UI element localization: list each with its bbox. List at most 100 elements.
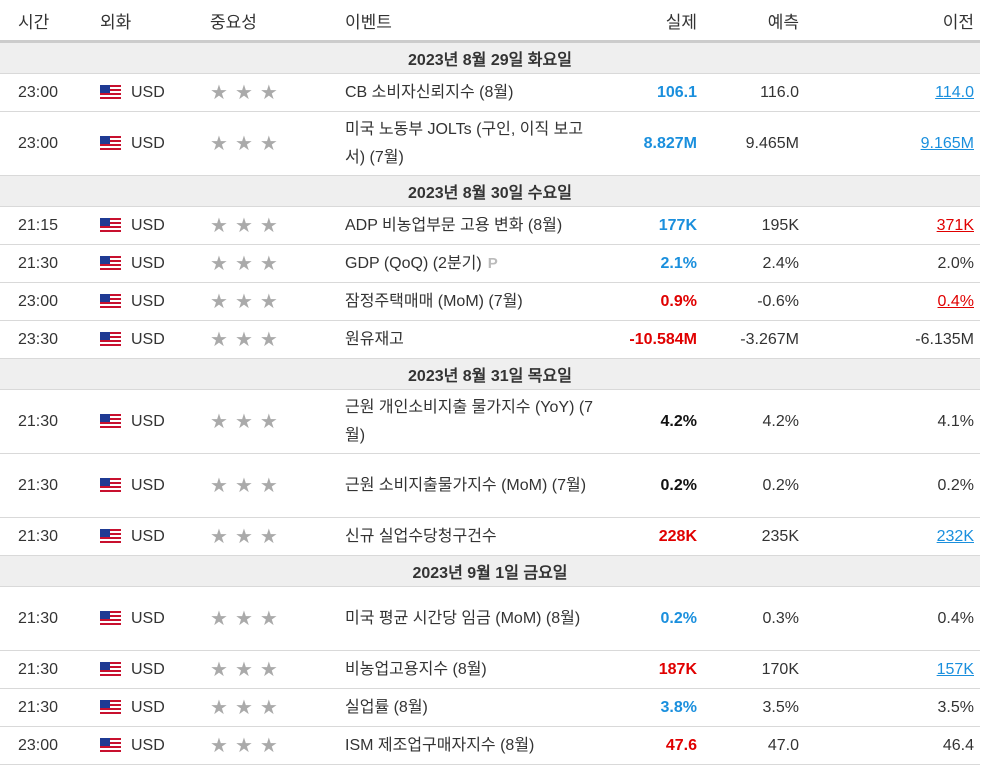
event-previous[interactable]: 232K	[936, 527, 974, 545]
header-time: 시간	[0, 0, 100, 43]
event-currency: USD	[131, 292, 165, 310]
us-flag-icon	[100, 135, 121, 150]
event-name-cell[interactable]: GDP (QoQ) (2분기) P	[333, 244, 613, 283]
importance-star-icon: ★	[259, 608, 285, 630]
importance-star-icon: ★	[210, 291, 235, 313]
event-name-cell[interactable]: 잠정주택매매 (MoM) (7월)	[333, 282, 613, 321]
event-row[interactable]: 23:00 USD ★★★ ISM 제조업구매자지수 (8월) 47.6 47.0 46.4	[0, 726, 980, 765]
event-row[interactable]: 21:30 USD ★★★ 실업률 (8월) 3.8% 3.5% 3.5%	[0, 688, 980, 727]
event-name[interactable]: CB 소비자신뢰지수 (8월)	[345, 83, 514, 101]
event-row[interactable]: 21:30 USD ★★★ GDP (QoQ) (2분기) P 2.1% 2.4% 2.0%	[0, 244, 980, 283]
event-currency-cell: USD	[100, 389, 198, 454]
event-name-cell[interactable]: 미국 평균 시간당 임금 (MoM) (8월)	[333, 586, 613, 651]
event-name[interactable]: GDP (QoQ) (2분기)	[345, 254, 482, 272]
event-name-cell[interactable]: 실업률 (8월)	[333, 688, 613, 727]
importance-star-icon: ★	[234, 659, 260, 681]
event-name[interactable]: 비농업고용지수 (8월)	[345, 660, 487, 678]
event-previous[interactable]: 0.4%	[937, 292, 974, 310]
event-name-cell[interactable]: 비농업고용지수 (8월)	[333, 650, 613, 689]
event-currency-cell: USD	[100, 688, 198, 727]
event-currency: USD	[131, 83, 165, 101]
event-name-cell[interactable]: ISM 제조업구매자지수 (8월)	[333, 726, 613, 765]
event-previous-cell: 3.5%	[805, 688, 980, 727]
event-name[interactable]: 근원 소비지출물가지수 (MoM) (7월)	[345, 476, 587, 494]
event-actual: 187K	[613, 650, 703, 689]
event-forecast: 116.0	[703, 73, 805, 112]
us-flag-icon	[100, 610, 121, 625]
event-currency: USD	[131, 412, 165, 430]
importance-star-icon: ★	[234, 291, 260, 313]
event-time: 23:00	[0, 111, 100, 176]
event-row[interactable]: 21:30 USD ★★★ 근원 개인소비지출 물가지수 (YoY) (7월) 4.2%…	[0, 389, 980, 454]
event-name-cell[interactable]: 신규 실업수당청구건수	[333, 517, 613, 556]
event-previous[interactable]: 114.0	[935, 83, 974, 101]
event-time: 21:30	[0, 389, 100, 454]
us-flag-icon	[100, 699, 121, 714]
event-name-cell[interactable]: 근원 개인소비지출 물가지수 (YoY) (7월)	[333, 389, 613, 454]
event-row[interactable]: 21:30 USD ★★★ 비농업고용지수 (8월) 187K 170K 157K	[0, 650, 980, 689]
day-label: 2023년 8월 30일 수요일	[0, 175, 980, 207]
event-previous-cell: 0.4%	[805, 586, 980, 651]
importance-cell: ★★★	[198, 453, 333, 518]
event-previous: 0.4%	[937, 609, 974, 627]
importance-star-icon: ★	[234, 697, 260, 719]
event-row[interactable]: 23:00 USD ★★★ CB 소비자신뢰지수 (8월) 106.1 116.0 114.…	[0, 73, 980, 112]
event-name[interactable]: 원유재고	[345, 330, 404, 348]
event-currency: USD	[131, 134, 165, 152]
event-time: 23:30	[0, 320, 100, 359]
importance-star-icon: ★	[259, 329, 285, 351]
event-name[interactable]: ISM 제조업구매자지수 (8월)	[345, 736, 535, 754]
event-row[interactable]: 21:30 USD ★★★ 근원 소비지출물가지수 (MoM) (7월) 0.2% 0.2…	[0, 453, 980, 518]
event-previous[interactable]: 9.165M	[920, 134, 974, 152]
importance-star-icon: ★	[210, 659, 235, 681]
event-name-cell[interactable]: ADP 비농업부문 고용 변화 (8월)	[333, 206, 613, 245]
event-previous: 46.4	[942, 736, 974, 754]
event-name-cell[interactable]: 근원 소비지출물가지수 (MoM) (7월)	[333, 453, 613, 518]
event-actual: 47.6	[613, 726, 703, 765]
event-previous-cell: 157K	[805, 650, 980, 689]
header-row: 시간 외화 중요성 이벤트 실제 예측 이전	[0, 0, 980, 43]
event-row[interactable]: 21:30 USD ★★★ 미국 평균 시간당 임금 (MoM) (8월) 0.2% 0.…	[0, 586, 980, 651]
event-currency: USD	[131, 254, 165, 272]
event-time: 21:30	[0, 453, 100, 518]
event-forecast: -3.267M	[703, 320, 805, 359]
event-row[interactable]: 21:30 USD ★★★ 신규 실업수당청구건수 228K 235K 232K	[0, 517, 980, 556]
event-row[interactable]: 23:00 USD ★★★ 미국 노동부 JOLTs (구인, 이직 보고서) (7월…	[0, 111, 980, 176]
event-row[interactable]: 21:15 USD ★★★ ADP 비농업부문 고용 변화 (8월) 177K 195K 3…	[0, 206, 980, 245]
event-currency-cell: USD	[100, 726, 198, 765]
event-name-cell[interactable]: 미국 노동부 JOLTs (구인, 이직 보고서) (7월)	[333, 111, 613, 176]
event-name-cell[interactable]: 원유재고	[333, 320, 613, 359]
event-actual: 3.8%	[613, 688, 703, 727]
us-flag-icon	[100, 477, 121, 492]
importance-star-icon: ★	[210, 215, 235, 237]
event-actual: 106.1	[613, 73, 703, 112]
importance-cell: ★★★	[198, 282, 333, 321]
importance-star-icon: ★	[210, 253, 235, 275]
event-previous-cell: 232K	[805, 517, 980, 556]
event-forecast: 0.2%	[703, 453, 805, 518]
event-name[interactable]: 미국 평균 시간당 임금 (MoM) (8월)	[345, 609, 581, 627]
event-name[interactable]: 미국 노동부 JOLTs (구인, 이직 보고서) (7월)	[345, 120, 584, 166]
event-row[interactable]: 23:00 USD ★★★ 잠정주택매매 (MoM) (7월) 0.9% -0.6% 0.4…	[0, 282, 980, 321]
event-previous[interactable]: 157K	[936, 660, 974, 678]
event-name[interactable]: ADP 비농업부문 고용 변화 (8월)	[345, 216, 563, 234]
us-flag-icon	[100, 84, 121, 99]
event-name[interactable]: 근원 개인소비지출 물가지수 (YoY) (7월)	[345, 398, 594, 444]
importance-cell: ★★★	[198, 650, 333, 689]
event-time: 23:00	[0, 726, 100, 765]
event-name[interactable]: 신규 실업수당청구건수	[345, 527, 497, 545]
event-name-cell[interactable]: CB 소비자신뢰지수 (8월)	[333, 73, 613, 112]
event-currency: USD	[131, 736, 165, 754]
importance-star-icon: ★	[210, 133, 235, 155]
event-actual: 8.827M	[613, 111, 703, 176]
importance-star-icon: ★	[210, 475, 235, 497]
event-time: 23:00	[0, 282, 100, 321]
event-row[interactable]: 23:30 USD ★★★ 원유재고 -10.584M -3.267M -6.135M	[0, 320, 980, 359]
importance-cell: ★★★	[198, 688, 333, 727]
event-name[interactable]: 실업률 (8월)	[345, 698, 428, 716]
event-name[interactable]: 잠정주택매매 (MoM) (7월)	[345, 292, 523, 310]
event-previous-cell: 0.4%	[805, 282, 980, 321]
event-time: 21:15	[0, 206, 100, 245]
event-currency: USD	[131, 330, 165, 348]
event-previous[interactable]: 371K	[936, 216, 974, 234]
